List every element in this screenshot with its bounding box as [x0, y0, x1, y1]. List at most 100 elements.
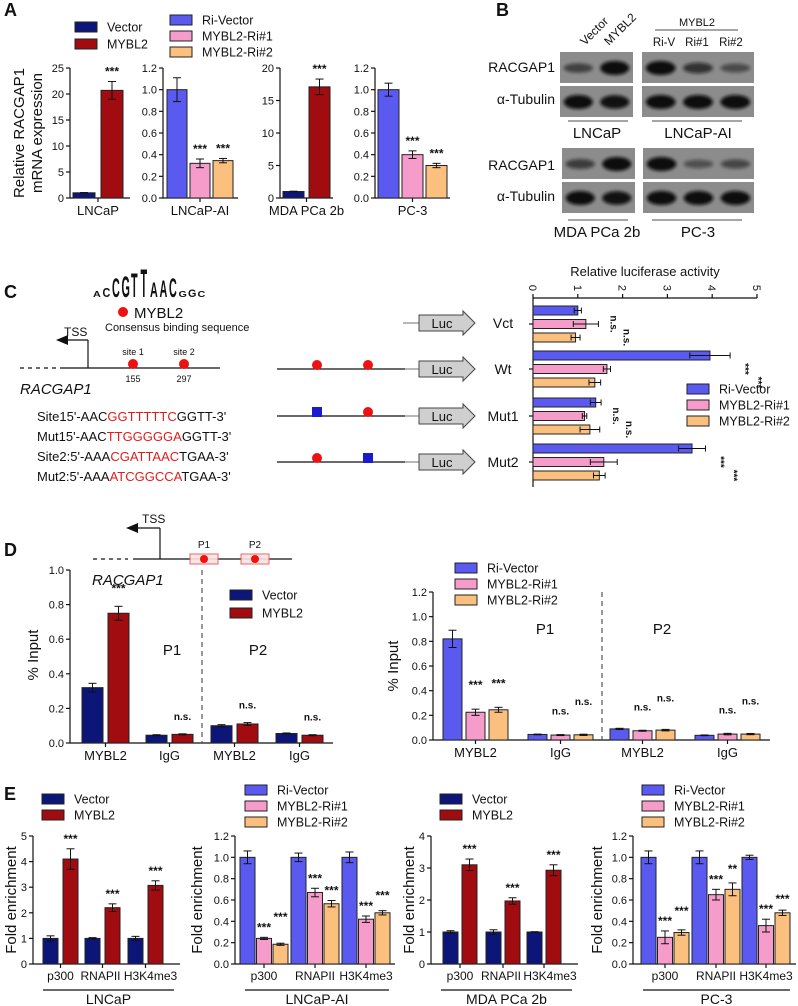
binding-site-icon [251, 555, 259, 563]
bar [145, 734, 168, 744]
region-label: P1 [163, 642, 181, 659]
significance-label: n.s. [610, 407, 621, 424]
bar [485, 931, 502, 965]
cell-line-label: MDA PCa 2b [554, 224, 641, 241]
x-tick-label: 2 [616, 285, 628, 291]
y-tick-label: 0 [58, 193, 64, 205]
legend-label: Ri-Vector [719, 383, 770, 397]
bar [290, 856, 307, 965]
y-tick-label: 0.0 [354, 193, 369, 205]
sequence-prefix: 5'-AAC [67, 409, 108, 424]
blot-row-label: α-Tubulin [497, 188, 555, 204]
bar [532, 364, 608, 374]
legend-label: Ri-Vector [487, 562, 538, 576]
protein-band [565, 159, 595, 169]
y-tick-label: 2 [419, 895, 425, 907]
category-label: LNCaP-AI [171, 203, 230, 218]
logo-letter: A [160, 275, 168, 302]
category-label: p300 [652, 969, 679, 983]
group-label: MDA PCa 2b [466, 991, 547, 1006]
legend-label: MYBL2-Ri#1 [487, 578, 558, 592]
significance-label: *** [312, 62, 326, 76]
y-tick-label: 5 [268, 161, 274, 173]
protein-band [645, 95, 676, 109]
sequence-prefix: 5'-AAA [70, 449, 110, 464]
y-tick-label: 20 [262, 63, 274, 75]
legend-swatch [686, 415, 710, 427]
y-tick-label: 0.4 [612, 916, 627, 928]
panel-letter-b: B [496, 0, 509, 20]
bar [81, 687, 104, 744]
logo-letter: C [198, 290, 206, 299]
legend-swatch [454, 578, 478, 590]
bar [691, 856, 708, 965]
protein-band [563, 63, 593, 73]
bar [212, 160, 234, 199]
category-label: H3K4me3 [739, 969, 793, 983]
protein-band [602, 157, 632, 171]
sequence-prefix: 5'-AAC [66, 429, 107, 444]
significance-label: *** [468, 678, 482, 692]
binding-site-icon [128, 359, 138, 369]
protein-band [602, 191, 632, 205]
protein-band [720, 63, 751, 73]
bar [425, 165, 448, 199]
binding-site-icon [312, 453, 322, 463]
protein-band [645, 61, 676, 75]
legend-swatch [74, 38, 98, 50]
bar [532, 377, 596, 388]
x-tick-label: 5 [750, 285, 762, 291]
group-label: PC-3 [701, 991, 733, 1006]
y-tick-label: 0.0 [412, 735, 427, 747]
y-tick-label: 0 [268, 193, 274, 205]
sequence-line: Site2:5'-AAACGATTAACTGAA-3' [37, 449, 229, 464]
logo-letter: T [141, 262, 148, 307]
significance-label: n.s. [552, 707, 569, 718]
category-label: p300 [251, 969, 278, 983]
significance-label: *** [429, 146, 443, 160]
bar [107, 612, 130, 744]
significance-label: *** [257, 920, 271, 934]
protein-band [720, 95, 751, 109]
y-tick-label: 0.4 [214, 916, 229, 928]
logo-letter: G [188, 288, 196, 300]
category-label: PC-3 [398, 203, 428, 218]
logo-letter: T [131, 267, 138, 305]
significance-label: n.s. [742, 696, 759, 707]
binding-site-icon [179, 359, 189, 369]
y-tick-label: 0.8 [412, 636, 427, 648]
site-label: site 2 [173, 347, 195, 357]
significance-label: n.s. [719, 705, 736, 716]
category-label: p300 [447, 969, 474, 983]
lane-label: MYBL2 [601, 10, 639, 48]
y-tick-label: 0.6 [214, 895, 229, 907]
y-tick-label: 0.2 [214, 938, 229, 950]
category-label: IgG [159, 748, 180, 763]
bar [210, 725, 233, 744]
bar [465, 711, 486, 741]
bar [442, 931, 459, 965]
tss-arrowhead-icon [56, 335, 68, 345]
y-axis-label: Fold enrichment [3, 845, 20, 953]
bar [84, 937, 101, 965]
site-position: 297 [176, 374, 191, 384]
y-tick-label: 1.0 [354, 85, 369, 97]
sequence-line: Site15'-AACGGTTTTTCGGTT-3' [37, 409, 226, 424]
blot-row-label: α-Tubulin [497, 91, 555, 107]
y-tick-label: 0.6 [612, 895, 627, 907]
y-axis-label: Fold enrichment [401, 845, 418, 953]
cell-line-label: PC-3 [681, 224, 715, 241]
significance-label: *** [752, 377, 763, 389]
construct-label: Vct [493, 315, 513, 331]
legend-label: Vector [107, 21, 142, 35]
significance-label: *** [105, 65, 119, 79]
factor-label: MYBL2 [134, 305, 183, 322]
legend-swatch [244, 800, 268, 812]
significance-label: *** [759, 902, 773, 916]
significance-label: *** [727, 470, 738, 482]
binding-site-icon [363, 360, 373, 370]
x-tick-label: 1 [571, 285, 583, 291]
reporter-label: Luc [432, 409, 453, 424]
y-tick-label: 1.0 [612, 852, 627, 864]
significance-label: *** [405, 134, 419, 148]
